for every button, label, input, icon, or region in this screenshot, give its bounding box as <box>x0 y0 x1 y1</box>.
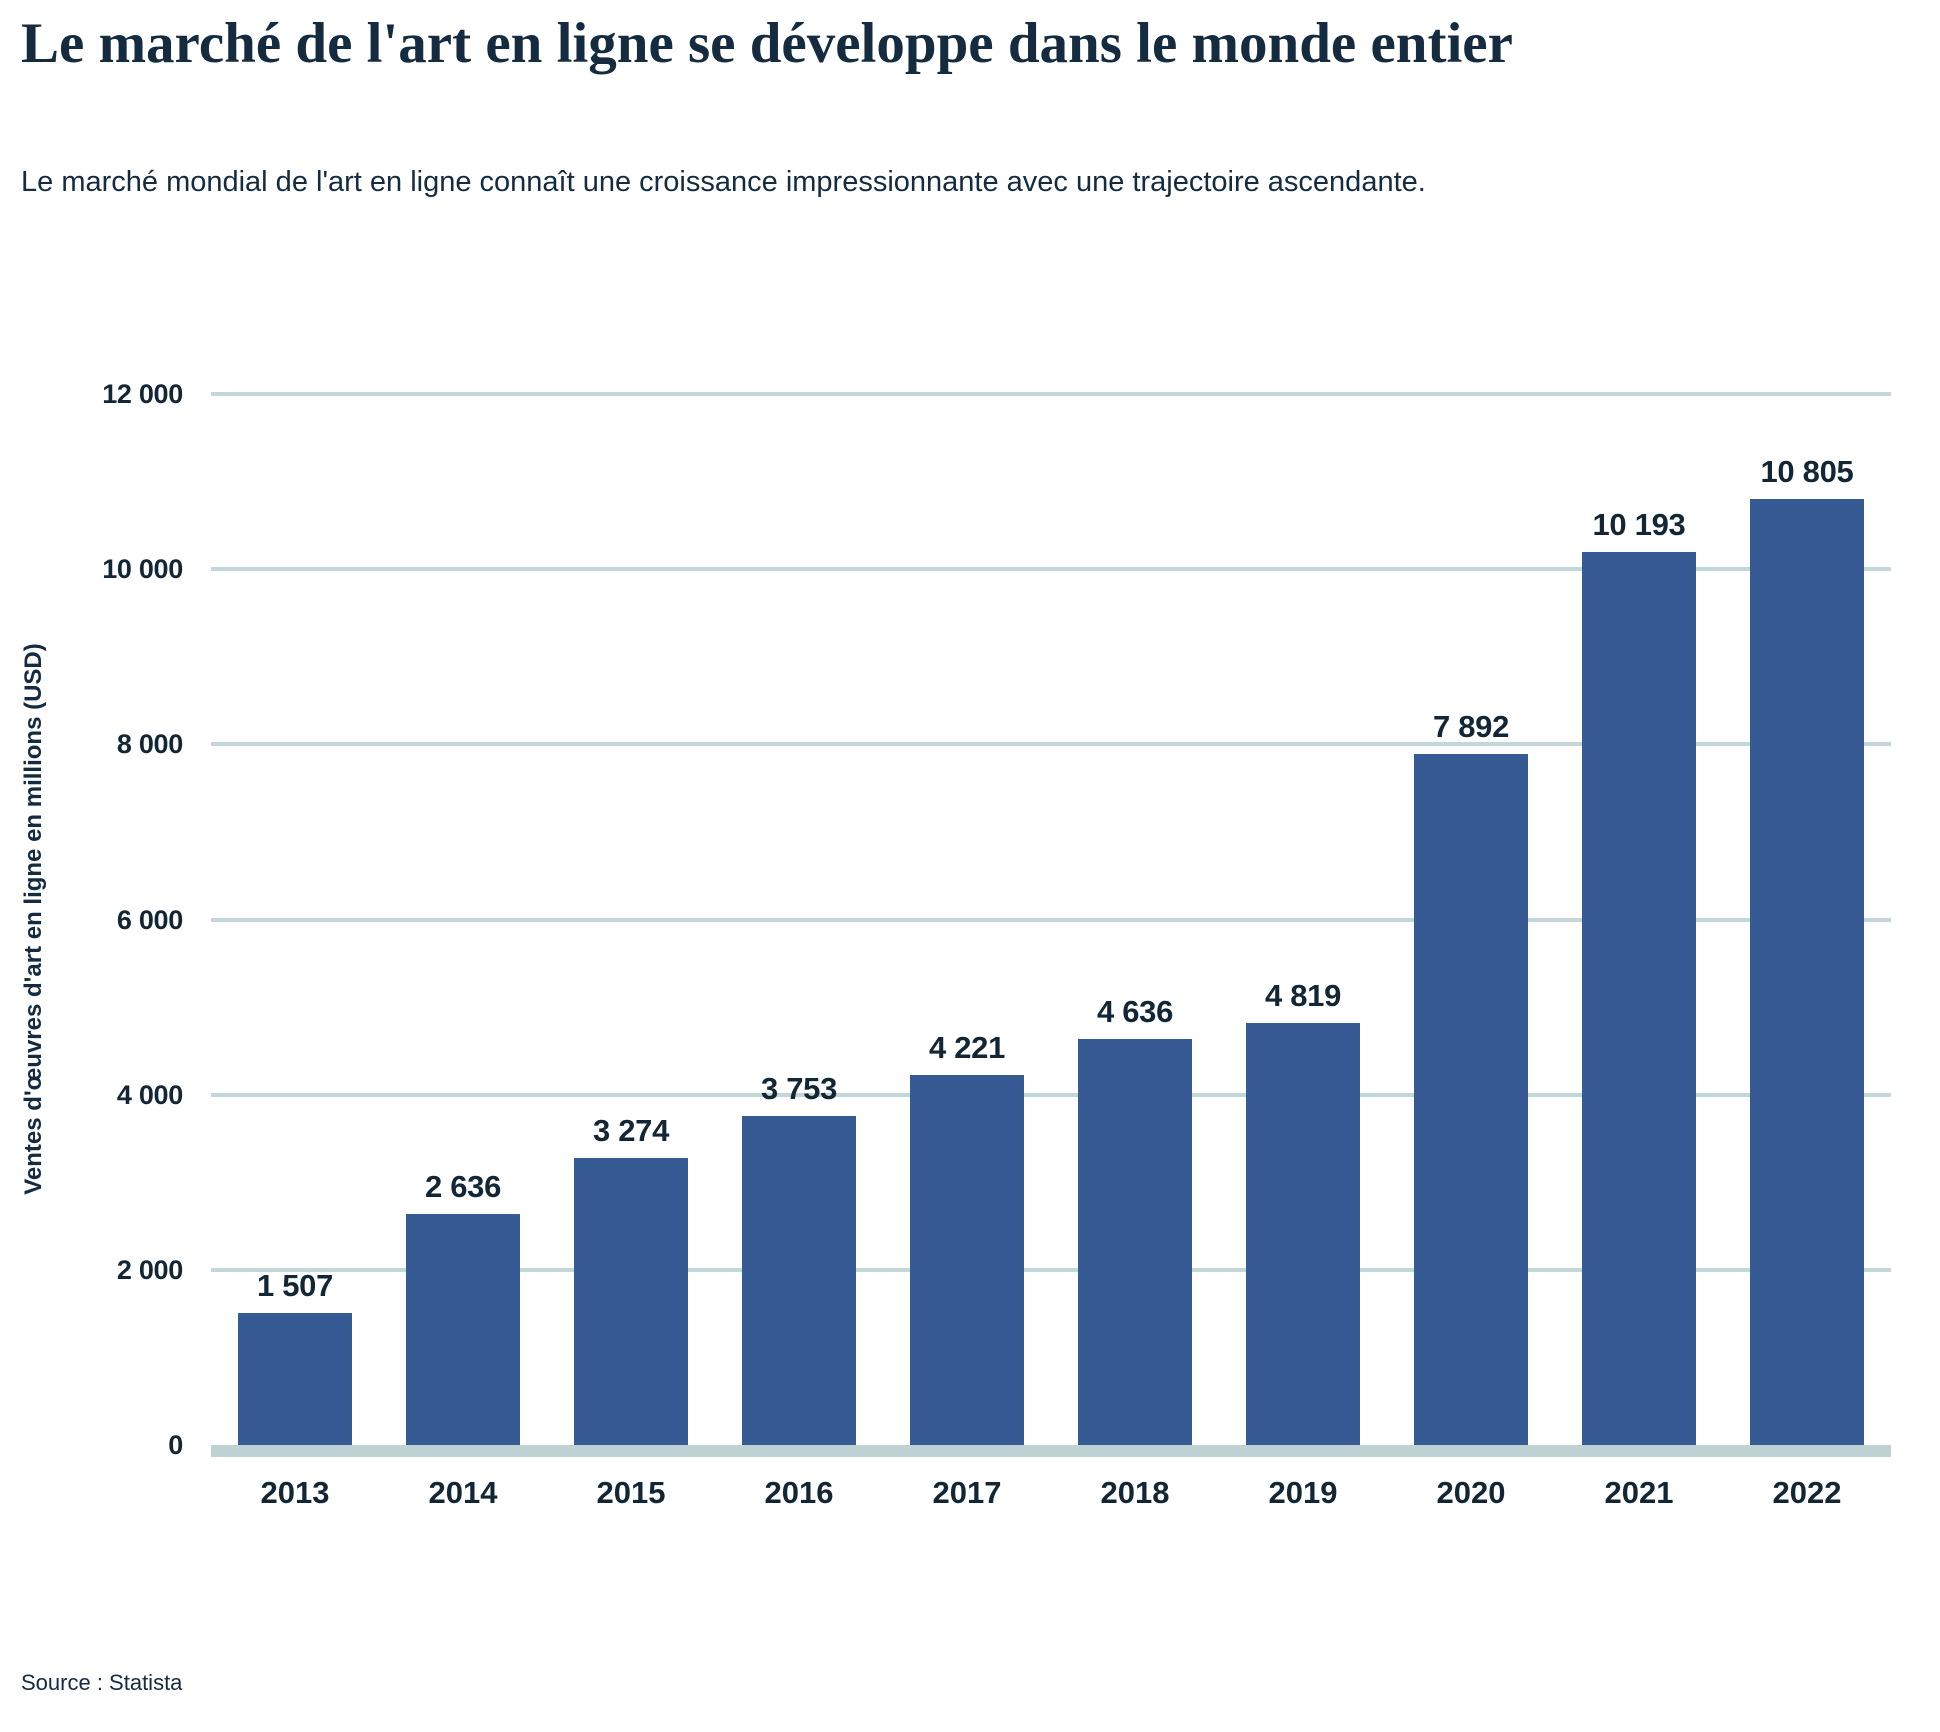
x-axis-label: 2014 <box>428 1475 498 1510</box>
x-axis-baseline <box>211 1445 1891 1457</box>
bar <box>1078 1038 1192 1445</box>
bar <box>742 1116 856 1445</box>
y-tick-label: 0 <box>168 1430 183 1460</box>
gridline <box>211 567 1891 572</box>
bar-value-label: 1 507 <box>256 1268 334 1303</box>
page-title: Le marché de l'art en ligne se développe… <box>21 12 1513 75</box>
bar-value-label: 4 636 <box>1096 993 1174 1029</box>
bar <box>238 1313 352 1445</box>
bar <box>1246 1022 1360 1445</box>
bar <box>574 1158 688 1445</box>
bar-chart: Ventes d'œuvres d'art en ligne en millio… <box>0 379 1940 1574</box>
x-axis-label: 2020 <box>1436 1475 1506 1510</box>
bar-value-label: 10 193 <box>1592 507 1686 543</box>
bar-value-label: 2 636 <box>424 1169 502 1205</box>
bar-value-label: 4 819 <box>1264 977 1342 1013</box>
plot-area: 1 507 2013 2 636 2014 3 274 2015 3 753 2016 4 22… <box>211 392 1891 1510</box>
y-tick-label: 10 000 <box>102 554 183 585</box>
y-tick-label: 2 000 <box>116 1254 183 1285</box>
page-subtitle: Le marché mondial de l'art en ligne conn… <box>21 166 1426 198</box>
bar-value-label: 7 892 <box>1432 708 1510 744</box>
x-axis-label: 2013 <box>260 1475 330 1510</box>
bar <box>1582 552 1696 1445</box>
gridline <box>211 1267 1891 1272</box>
bar-value-label: 3 753 <box>760 1071 838 1107</box>
y-tick-label: 6 000 <box>116 904 183 935</box>
x-axis-label: 2022 <box>1772 1475 1842 1510</box>
x-axis-label: 2019 <box>1268 1475 1338 1510</box>
bar-value-label: 4 221 <box>928 1030 1006 1066</box>
source-note: Source : Statista <box>21 1670 183 1695</box>
gridline <box>211 392 1891 396</box>
x-axis-label: 2021 <box>1604 1475 1674 1510</box>
x-axis-label: 2018 <box>1100 1475 1170 1510</box>
y-tick-label: 8 000 <box>116 729 183 760</box>
gridline <box>211 917 1891 922</box>
x-axis-label: 2017 <box>932 1475 1002 1510</box>
x-axis-label: 2016 <box>764 1475 834 1510</box>
y-tick-label: 4 000 <box>116 1079 183 1110</box>
bar <box>1750 498 1864 1445</box>
bar <box>1414 753 1528 1445</box>
gridline <box>211 1092 1891 1097</box>
gridline <box>211 742 1891 747</box>
bar-value-label: 3 274 <box>592 1113 670 1149</box>
y-tick-label: 12 000 <box>102 379 183 409</box>
bar <box>406 1214 520 1445</box>
bar-value-label: 10 805 <box>1760 453 1854 489</box>
bar <box>910 1075 1024 1445</box>
x-axis-label: 2015 <box>596 1475 666 1510</box>
